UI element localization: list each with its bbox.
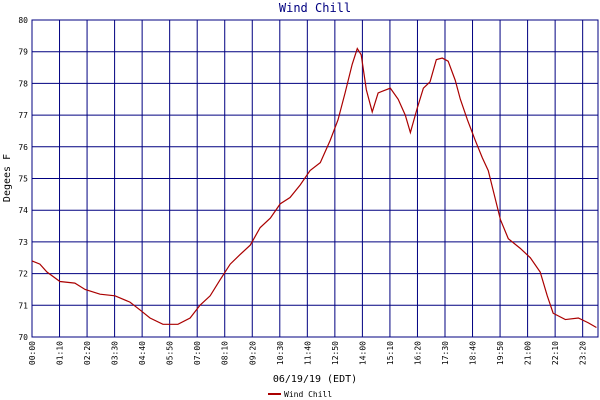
x-tick-label: 05:50 <box>166 341 175 365</box>
x-tick-label: 00:00 <box>28 341 37 365</box>
x-tick-label: 04:40 <box>138 341 147 365</box>
chart-title: Wind Chill <box>279 1 351 15</box>
y-tick-label: 75 <box>18 175 28 184</box>
x-tick-label: 11:40 <box>303 341 312 365</box>
y-tick-label: 76 <box>18 143 28 152</box>
y-tick-label: 70 <box>18 333 28 342</box>
legend-label: Wind Chill <box>284 390 332 399</box>
data-line <box>31 47 597 329</box>
x-tick-label: 07:00 <box>193 341 202 365</box>
y-tick-label: 78 <box>18 79 28 88</box>
y-tick-label: 73 <box>18 238 28 247</box>
y-tick-label: 74 <box>18 206 28 215</box>
y-tick-label: 71 <box>18 301 28 310</box>
x-tick-label: 16:20 <box>413 341 422 365</box>
y-axis-label: Degees F <box>2 154 13 202</box>
x-axis-label: 06/19/19 (EDT) <box>273 374 357 385</box>
x-tick-label: 01:10 <box>56 341 65 365</box>
x-tick-label: 21:00 <box>524 341 533 365</box>
x-tick-label: 23:20 <box>579 341 588 365</box>
y-tick-label: 77 <box>18 111 28 120</box>
x-tick-label: 12:50 <box>331 341 340 365</box>
y-tick-label: 79 <box>18 48 28 57</box>
y-tick-label: 72 <box>18 270 28 279</box>
x-tick-label: 03:30 <box>111 341 120 365</box>
x-tick-label: 22:10 <box>551 341 560 365</box>
x-tick-label: 14:00 <box>358 341 367 365</box>
x-tick-label: 19:50 <box>496 341 505 365</box>
x-tick-label: 02:20 <box>83 341 92 365</box>
x-tick-label: 09:20 <box>248 341 257 365</box>
x-tick-label: 18:40 <box>469 341 478 365</box>
y-tick-label: 80 <box>18 16 28 25</box>
x-tick-label: 15:10 <box>386 341 395 365</box>
x-tick-label: 10:30 <box>276 341 285 365</box>
x-tick-label: 17:30 <box>441 341 450 365</box>
x-tick-label: 08:10 <box>221 341 230 365</box>
